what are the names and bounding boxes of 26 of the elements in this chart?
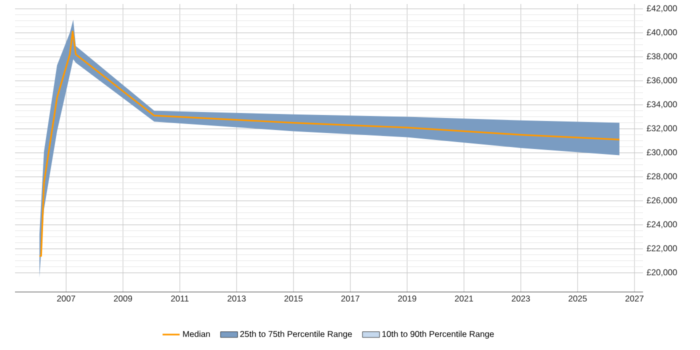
y-tick-label: £20,000 — [646, 269, 677, 276]
y-tick-label: £30,000 — [646, 149, 677, 156]
x-tick-label: 2019 — [398, 296, 416, 302]
legend-label: Median — [183, 330, 210, 337]
y-tick-label: £32,000 — [646, 125, 677, 132]
x-tick-label: 2027 — [625, 296, 644, 302]
x-tick-label: 2015 — [284, 296, 303, 302]
x-tick-label: 2007 — [57, 296, 76, 302]
y-tick-label: £38,000 — [646, 53, 677, 60]
y-tick-label: £42,000 — [646, 5, 677, 12]
y-tick-label: £22,000 — [646, 245, 677, 252]
x-tick-label: 2013 — [228, 296, 246, 302]
y-tick-label: £40,000 — [646, 29, 677, 36]
legend-label: 25th to 75th Percentile Range — [240, 330, 352, 339]
legend-label: 10th to 90th Percentile Range — [382, 330, 494, 339]
y-tick-label: £26,000 — [646, 197, 677, 204]
x-tick-label: 2011 — [171, 296, 189, 302]
x-tick-label: 2021 — [454, 296, 474, 302]
y-tick-label: £28,000 — [646, 173, 677, 180]
x-tick-label: 2017 — [341, 296, 360, 302]
y-tick-label: £34,000 — [646, 101, 677, 108]
y-tick-label: £36,000 — [646, 77, 677, 84]
x-tick-label: 2023 — [512, 296, 530, 302]
x-tick-label: 2009 — [114, 296, 132, 302]
y-tick-label: £24,000 — [646, 221, 677, 228]
x-tick-label: 2025 — [568, 296, 587, 302]
